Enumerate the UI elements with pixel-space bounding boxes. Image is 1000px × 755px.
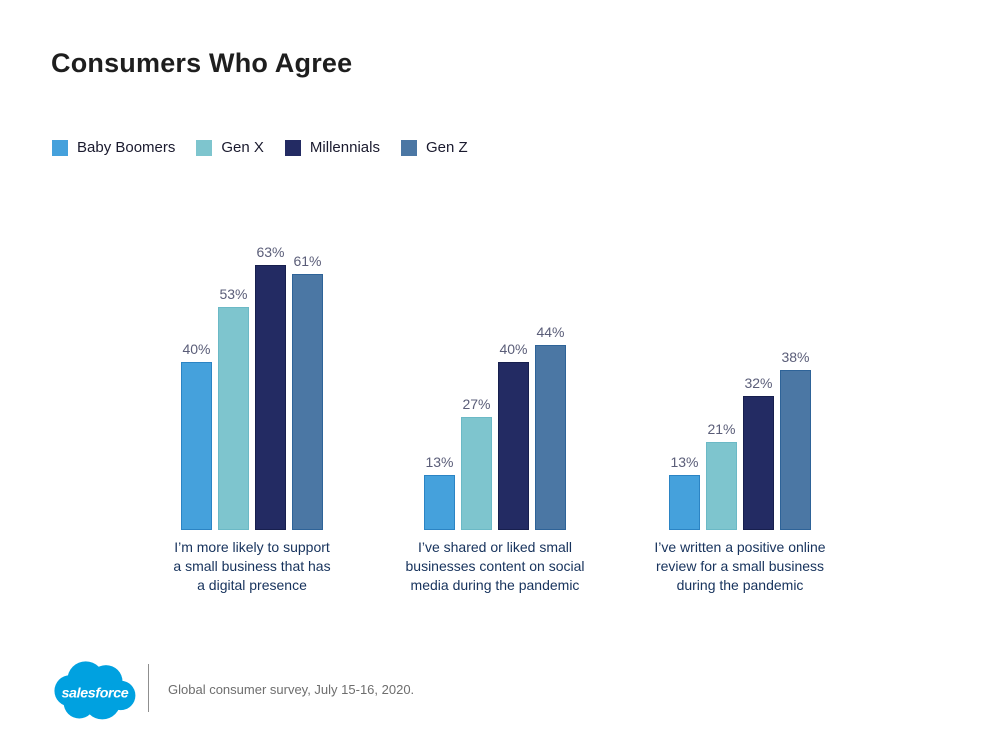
bar-gen-z [535,345,566,530]
source-note: Global consumer survey, July 15-16, 2020… [168,682,415,697]
bar-value-label: 40% [499,341,528,357]
bar-column: 40% [181,341,212,530]
legend-item-gen-x: Gen X [196,139,264,156]
category-label-line: businesses content on social [405,558,585,574]
legend-label: Millennials [309,139,380,156]
category-label-3: I’ve written a positive online review for… [625,538,855,595]
category-label-line: a small business that has [173,558,331,574]
bar-baby-boomers [669,475,700,530]
bar-chart: 40% 53% 63% 61% 13% 27% 40% 44% 13% 21% 32% 38% [0,230,1000,530]
bar-column: 61% [292,253,323,530]
bar-value-label: 13% [670,454,699,471]
bar-value-label: 63% [256,244,285,261]
salesforce-logo: salesforce [54,661,136,720]
bar-column: 32% [743,375,774,530]
category-label-line: during the pandemic [676,577,804,593]
category-label-line: I’ve shared or liked small [417,539,573,555]
category-label-2: I’ve shared or liked small businesses con… [380,538,610,595]
legend-label: Gen X [221,139,264,156]
category-label-line: I’m more likely to support [174,539,330,555]
legend-item-baby-boomers: Baby Boomers [52,139,175,156]
footer-divider [148,664,149,712]
legend-label: Gen Z [425,139,468,156]
legend-item-millennials: Millennials [284,139,380,156]
bar-column: 38% [780,349,811,530]
bar-millennials [255,265,286,530]
bar-group-2: 13% 27% 40% 44% [424,324,566,530]
legend-label: Baby Boomers [77,139,176,156]
bar-gen-x [461,416,492,530]
bar-column: 53% [218,286,249,530]
category-label-1: I’m more likely to support a small busine… [137,538,367,595]
bar-baby-boomers [424,475,455,530]
bar-value-label: 27% [462,395,491,412]
bar-value-label: 38% [781,349,810,366]
legend-swatch-gen-x [196,139,213,156]
bar-value-label: 44% [536,324,565,341]
bar-value-label: 32% [744,374,773,391]
legend-swatch-gen-z [400,139,417,156]
bar-value-label: 21% [707,420,736,437]
legend-swatch-millennials [284,139,301,156]
footer: salesforce Global consumer survey, July … [0,650,1000,730]
bar-column: 63% [255,244,286,530]
bar-group-3: 13% 21% 32% 38% [669,349,811,530]
bar-gen-z [780,370,811,530]
category-label-line: a digital presence [197,577,307,593]
bar-gen-x [218,307,249,530]
bar-value-label: 53% [219,286,248,303]
bar-baby-boomers [181,362,212,530]
bar-column: 13% [424,454,455,530]
category-label-line: media during the pandemic [410,577,580,593]
legend-item-gen-z: Gen Z [400,139,468,156]
bar-column: 13% [669,454,700,530]
bar-millennials [743,395,774,530]
bar-column: 21% [706,421,737,530]
bar-gen-x [706,441,737,530]
legend-swatch-baby-boomers [52,139,68,156]
bar-group-1: 40% 53% 63% 61% [181,244,323,530]
bar-millennials [498,362,529,530]
bar-column: 44% [535,324,566,530]
bar-value-label: 61% [293,252,322,269]
bar-column: 27% [461,396,492,530]
category-label-line: I’ve written a positive online [654,539,826,555]
salesforce-logo-text: salesforce [62,685,129,701]
page-title: Consumers Who Agree [51,48,353,78]
category-label-line: review for a small business [655,558,825,574]
bar-gen-z [292,273,323,530]
bar-value-label: 13% [425,454,454,471]
bar-column: 40% [498,341,529,530]
bar-value-label: 40% [182,341,211,357]
chart-legend: Baby Boomers Gen X Millennials Gen Z [52,139,468,156]
